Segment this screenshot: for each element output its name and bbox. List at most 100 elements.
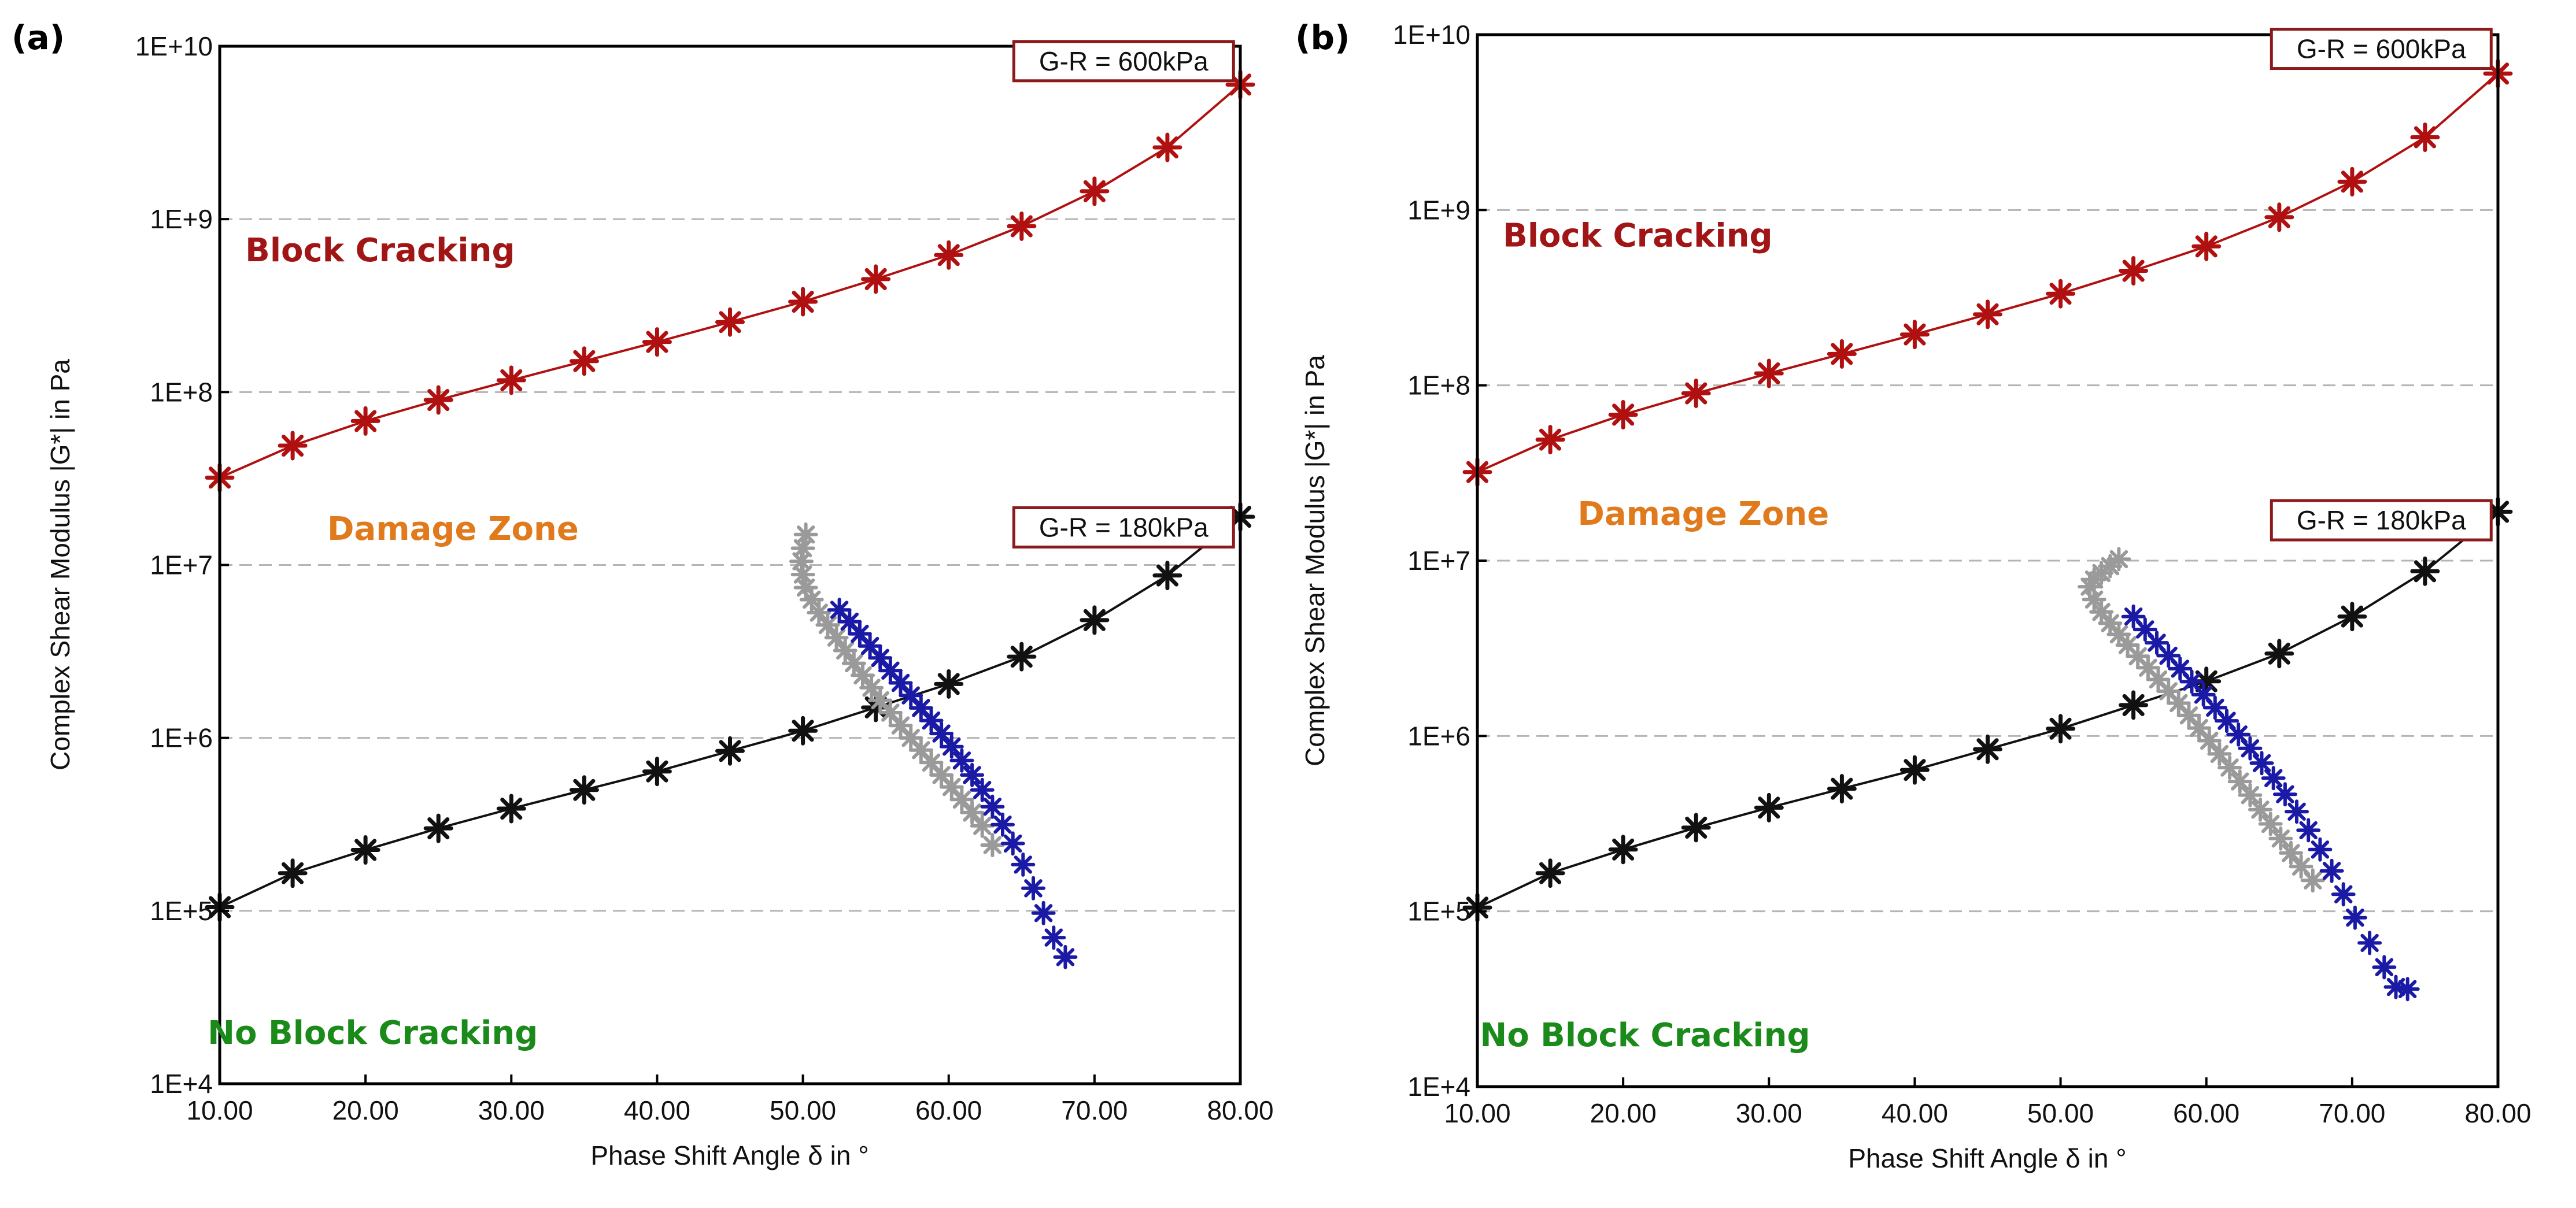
panel-a-gr-label-text: G-R = 180kPa <box>1039 512 1208 542</box>
panel-a-data-point-gray-data <box>960 800 985 825</box>
panel-a-data-point-g-r-600kpa <box>715 307 745 337</box>
panel-a-gr-label-box <box>1012 40 1235 83</box>
panel-b-data-point-g-r-180kpa <box>2410 556 2440 586</box>
panel-a-data-point-g-r-600kpa <box>569 346 599 376</box>
panel-a-x-tick-label: 50.00 <box>770 1095 836 1125</box>
panel-b-data-point-blue-data <box>2121 604 2146 629</box>
panel-b-data-point-g-r-600kpa <box>2337 166 2367 197</box>
panel-b-data-point-blue-data <box>2296 818 2321 843</box>
panel-a-y-axis-title: Complex Shear Modulus |G*| in Pa <box>45 359 75 770</box>
panel-a-data-point-g-r-180kpa <box>642 757 672 787</box>
panel-b-data-point-blue-data <box>2395 977 2420 1002</box>
panel-b-y-tick-label: 1E+6 <box>1407 721 1470 751</box>
panel-a-data-point-gray-data <box>980 833 1005 858</box>
panel-a-data-point-gray-data <box>859 675 884 700</box>
panel-a-y-tick-label: 1E+10 <box>135 31 213 61</box>
panel-b-data-point-g-r-180kpa <box>2046 714 2076 744</box>
panel-b-series-line-g-r-600kpa <box>1477 72 2499 473</box>
panel-b-data-point-blue-data <box>2272 782 2297 807</box>
panel-b-data-point-g-r-600kpa <box>1608 400 1638 429</box>
panel-b-zone-label-no-block-cracking: No Block Cracking <box>1480 1017 1810 1054</box>
panel-b-data-point-gray-data <box>2106 622 2131 647</box>
panel-a-data-point-g-r-600kpa <box>423 385 453 415</box>
panel-a-data-point-gray-data <box>939 775 964 799</box>
panel-b-data-point-g-r-600kpa <box>1899 320 1930 350</box>
panel-b-data-point-gray-data <box>2082 567 2106 592</box>
panel-a-data-point-blue-data <box>960 762 985 787</box>
panel-a-data-point-gray-data <box>868 688 893 713</box>
panel-a-data-point-g-r-180kpa <box>569 775 599 805</box>
panel-b-gr-label-text: G-R = 180kPa <box>2297 505 2466 535</box>
panel-b-data-point-blue-data <box>2202 695 2227 720</box>
panel-a-data-point-blue-data <box>888 670 913 695</box>
panel-b-data-point-gray-data <box>2227 769 2252 794</box>
panel-a-data-point-blue-data <box>1021 876 1045 901</box>
panel-b-data-point-g-r-180kpa <box>1608 835 1638 865</box>
panel-b-x-tick-label: 10.00 <box>1444 1098 1510 1128</box>
panel-b-data-point-blue-data <box>2249 751 2274 776</box>
panel-b-y-axis-title: Complex Shear Modulus |G*| in Pa <box>1300 355 1330 766</box>
panel-b-data-point-g-r-180kpa <box>2119 690 2149 720</box>
panel-b-data-point-g-r-600kpa <box>2410 123 2440 152</box>
panel-b-data-point-gray-data <box>2300 868 2325 893</box>
panel-a-data-point-gray-data <box>793 522 818 547</box>
panel-b-data-point-blue-data <box>2308 837 2333 862</box>
panel-a-data-point-gray-data <box>970 813 995 838</box>
panel-b-data-point-blue-data <box>2331 882 2356 907</box>
panel-b-data-point-gray-data <box>2156 679 2181 703</box>
panel-a-data-point-gray-data <box>793 575 818 600</box>
panel-a-y-tick-label: 1E+7 <box>150 550 213 580</box>
panel-b-x-axis-title: Phase Shift Angle δ in ° <box>1848 1143 2126 1173</box>
panel-a-data-point-g-r-600kpa <box>1152 132 1182 162</box>
panel-b-data-point-gray-data <box>2078 575 2102 599</box>
panel-a-data-point-g-r-180kpa <box>788 716 818 746</box>
panel-b-data-point-gray-data <box>2289 854 2313 879</box>
panel-b-data-point-gray-data <box>2238 783 2263 807</box>
panel-b-data-point-g-r-180kpa <box>2191 666 2222 696</box>
panel-a-data-point-gray-data <box>878 701 903 725</box>
panel-b-zone-label-block-cracking: Block Cracking <box>1503 217 1772 254</box>
panel-b-data-point-g-r-600kpa <box>1681 379 1711 408</box>
panel-b-data-point-blue-data <box>2191 682 2216 707</box>
panel-b-data-point-g-r-180kpa <box>1754 792 1784 822</box>
panel-a-data-point-g-r-180kpa <box>496 794 526 824</box>
panel-b-data-point-gray-data <box>2135 655 2160 680</box>
panel-a-data-point-gray-data <box>789 549 814 574</box>
panel-a-data-point-gray-data <box>851 663 875 688</box>
panel-a-data-point-g-r-600kpa <box>496 365 526 395</box>
panel-b-data-point-blue-data <box>2319 858 2344 883</box>
panel-b-data-point-gray-data <box>2176 703 2201 728</box>
panel-a-data-point-blue-data <box>899 683 923 708</box>
panel-b-data-point-g-r-600kpa <box>1754 358 1784 388</box>
panel-b-data-point-gray-data <box>2207 742 2232 766</box>
panel-b-data-point-gray-data <box>2248 797 2272 822</box>
panel-a-data-point-g-r-600kpa <box>278 431 308 461</box>
panel-a-data-point-gray-data <box>799 587 824 612</box>
panel-b-data-point-blue-data <box>2357 931 2382 955</box>
panel-a-zone-label-block-cracking: Block Cracking <box>245 232 515 269</box>
panel-a-y-tick-label: 1E+9 <box>150 204 213 234</box>
panel-b-data-point-g-r-600kpa <box>2119 256 2149 286</box>
panel-b-x-tick-label: 50.00 <box>2027 1098 2094 1128</box>
panel-a-data-point-blue-data <box>827 598 852 622</box>
panel-a-data-point-g-r-180kpa <box>715 736 745 766</box>
panel-a-data-point-blue-data <box>949 748 974 773</box>
panel-a-data-point-blue-data <box>1000 831 1025 856</box>
panel-a-data-point-gray-data <box>790 562 815 587</box>
panel-b-data-point-blue-data <box>2156 643 2181 668</box>
panel-a-data-point-blue-data <box>919 708 944 733</box>
panel-a-data-point-gray-data <box>833 638 858 663</box>
panel-a-data-point-g-r-180kpa <box>278 858 308 888</box>
panel-a-data-point-gray-data <box>790 536 815 561</box>
panel-b-data-point-gray-data <box>2146 667 2171 692</box>
panel-b-data-point-gray-data <box>2082 587 2106 612</box>
panel-a-data-point-g-r-600kpa <box>934 240 964 270</box>
panel-b-x-tick-label: 80.00 <box>2464 1098 2531 1128</box>
panel-b-data-point-g-r-180kpa <box>2264 639 2294 669</box>
panel-a-data-point-blue-data <box>991 812 1015 837</box>
panel-b-data-point-blue-data <box>2285 799 2309 824</box>
panel-b-label: (b) <box>1295 18 1350 57</box>
panel-a-data-point-blue-data <box>858 633 882 658</box>
panel-b-data-point-g-r-600kpa <box>2046 279 2076 309</box>
panel-b-data-point-blue-data <box>2342 905 2367 930</box>
